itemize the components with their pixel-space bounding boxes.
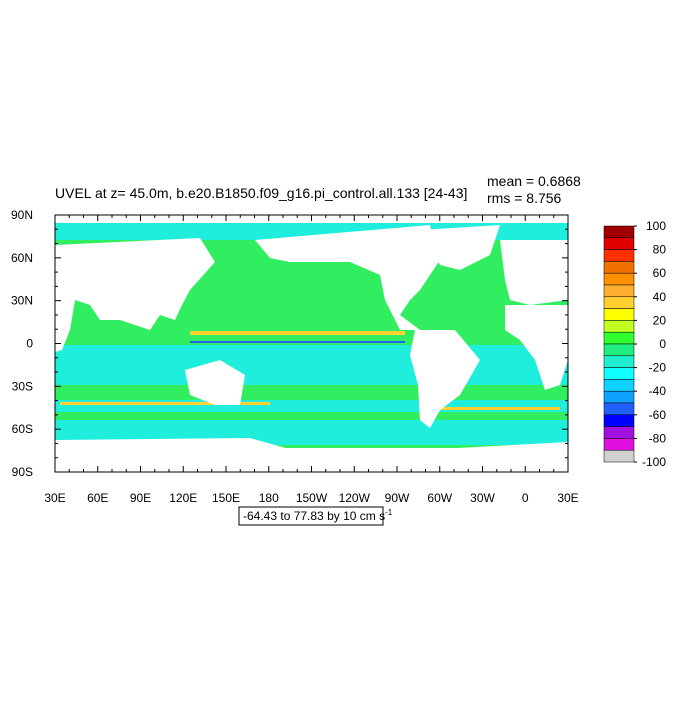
current-band xyxy=(60,402,270,405)
colorbar-label: 40 xyxy=(653,290,667,304)
y-tick-label: 60N xyxy=(11,251,33,265)
info-box xyxy=(238,506,384,526)
land xyxy=(185,360,245,405)
colorbar-label: 80 xyxy=(653,243,667,257)
y-tick-label: 30S xyxy=(12,379,33,393)
colorbar-box xyxy=(603,237,635,250)
axes: 30E 60E 90E 120E 150E 180 150W 120W 90W 60W 30W 0 30… xyxy=(11,208,579,505)
y-tick-label: 60S xyxy=(12,422,33,436)
land xyxy=(420,225,500,270)
colorbar-box xyxy=(603,438,635,451)
current-band xyxy=(190,341,405,343)
x-tick-label: 150W xyxy=(296,491,328,505)
colorbar-box xyxy=(603,343,635,357)
colorbar-box xyxy=(603,308,635,321)
colorbar-box xyxy=(603,449,635,463)
land xyxy=(500,240,568,305)
colorbar-box xyxy=(603,355,635,368)
colorbar-box xyxy=(603,320,635,333)
title: UVEL at z= 45.0m, b.e20.B1850.f09_g16.pi… xyxy=(55,185,467,201)
ocean-band xyxy=(55,345,568,385)
colorbar-box xyxy=(603,261,635,274)
ocean-band xyxy=(55,400,568,412)
colorbar-label: -100 xyxy=(642,455,666,469)
map-field xyxy=(55,215,568,472)
colorbar-box xyxy=(603,379,635,392)
colorbar-box xyxy=(603,225,635,239)
colorbar-box xyxy=(603,249,635,262)
colorbar-label: 0 xyxy=(659,337,666,351)
land xyxy=(255,225,440,330)
colorbar-box xyxy=(603,284,635,298)
info-superscript: -1 xyxy=(385,508,393,517)
y-tick-label: 0 xyxy=(26,337,33,351)
colorbar-box xyxy=(603,402,635,416)
colorbar-box xyxy=(603,331,635,345)
x-tick-label: 90E xyxy=(130,491,151,505)
x-tick-label: 30E xyxy=(44,491,65,505)
y-tick-label: 90N xyxy=(11,208,33,222)
current-band xyxy=(190,331,405,335)
colorbar-label: 100 xyxy=(646,219,666,233)
x-tick-label: 30E xyxy=(557,491,578,505)
land xyxy=(410,330,480,428)
colorbar-box xyxy=(603,414,635,427)
land xyxy=(55,438,568,472)
x-tick-label: 0 xyxy=(522,491,529,505)
land xyxy=(55,238,215,352)
y-tick-label: 30N xyxy=(11,294,33,308)
x-tick-label: 30W xyxy=(470,491,495,505)
colorbar-label: 60 xyxy=(653,266,667,280)
x-tick-label: 90W xyxy=(385,491,410,505)
x-tick-label: 120W xyxy=(339,491,371,505)
colorbar-box xyxy=(603,426,635,439)
x-tick-label: 150E xyxy=(212,491,240,505)
colorbar: 100 80 60 40 20 0 -20 -40 -60 -80 -100 xyxy=(603,219,667,469)
mean-label: mean = 0.6868 xyxy=(487,173,581,189)
colorbar-label: -80 xyxy=(649,431,667,445)
x-tick-label: 180 xyxy=(259,491,279,505)
x-tick-label: 120E xyxy=(169,491,197,505)
colorbar-label: -60 xyxy=(649,408,667,422)
colorbar-box xyxy=(603,367,635,380)
x-tick-label: 60E xyxy=(87,491,108,505)
info-label: -64.43 to 77.83 by 10 cm s-1 xyxy=(243,508,393,523)
x-tick-label: 60W xyxy=(427,491,452,505)
colorbar-box xyxy=(603,272,635,286)
current-band xyxy=(440,407,560,410)
land xyxy=(505,305,568,390)
info-text: -64.43 to 77.83 by 10 cm s xyxy=(243,509,385,523)
colorbar-label: -40 xyxy=(649,384,667,398)
rms-label: rms = 8.756 xyxy=(487,190,562,206)
colorbar-label: 20 xyxy=(653,313,667,327)
colorbar-label: -20 xyxy=(649,361,667,375)
colorbar-box xyxy=(603,296,635,309)
y-tick-label: 90S xyxy=(12,465,33,479)
colorbar-box xyxy=(603,390,635,404)
